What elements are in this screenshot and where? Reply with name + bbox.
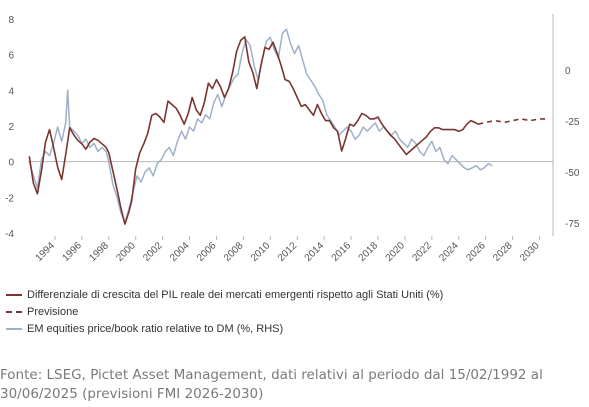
right-tick-label: -50 xyxy=(565,168,580,179)
left-tick-label: -4 xyxy=(5,229,14,240)
x-tick-label: 2002 xyxy=(141,240,165,264)
left-tick-label: 8 xyxy=(8,15,14,26)
series-layer xyxy=(28,28,547,225)
legend-label: Differenziale di crescita del PIL reale … xyxy=(27,288,444,301)
source-note: Fonte: LSEG, Pictet Asset Management, da… xyxy=(0,367,543,402)
left-tick-label: 0 xyxy=(8,158,14,169)
legend-label: Previsione xyxy=(27,305,79,318)
left-tick-label: 6 xyxy=(8,51,14,62)
x-tick-label: 2014 xyxy=(303,240,327,264)
legend-swatch-solid-red xyxy=(6,293,22,296)
x-tick-label: 1996 xyxy=(60,240,84,264)
x-tick-label: 2012 xyxy=(276,240,300,264)
legend: Differenziale di crescita del PIL reale … xyxy=(6,286,586,337)
legend-swatch-dashed-red xyxy=(6,310,22,313)
legend-item-gdp-differential: Differenziale di crescita del PIL reale … xyxy=(6,286,586,303)
series-line-gdp-differential xyxy=(28,35,479,225)
legend-label: EM equities price/book ratio relative to… xyxy=(27,322,284,335)
x-axis-tick-labels: 1994 1996 1998 2000 2002 2004 2006 2008 2010 2012… xyxy=(34,236,542,264)
left-axis-tick-labels: 8 6 4 2 0 -2 -4 xyxy=(5,15,14,240)
legend-swatch-solid-blue xyxy=(6,327,22,330)
x-tick-label: 2018 xyxy=(357,240,381,264)
series-line-forecast xyxy=(478,118,547,125)
right-tick-label: -25 xyxy=(565,117,580,128)
x-tick-label: 2026 xyxy=(464,240,488,264)
x-tick-label: 2030 xyxy=(518,240,542,264)
x-tick-label: 2010 xyxy=(249,240,273,264)
x-tick-label: 2024 xyxy=(437,240,461,264)
series-line-em-price-book xyxy=(28,28,493,224)
x-tick-label: 2016 xyxy=(330,240,354,264)
legend-item-em-price-book: EM equities price/book ratio relative to… xyxy=(6,320,586,337)
right-tick-label: -75 xyxy=(565,219,580,230)
x-tick-label: 2020 xyxy=(384,240,408,264)
x-tick-label: 2000 xyxy=(114,240,138,264)
legend-item-forecast: Previsione xyxy=(6,303,586,320)
left-tick-label: 2 xyxy=(8,122,14,133)
x-tick-label: 2028 xyxy=(491,240,515,264)
x-tick-label: 2008 xyxy=(222,240,246,264)
right-axis-tick-labels: 0 -25 -50 -75 xyxy=(565,66,580,230)
x-tick-label: 2006 xyxy=(195,240,219,264)
right-tick-label: 0 xyxy=(565,66,571,77)
left-tick-label: -2 xyxy=(5,193,14,204)
x-tick-label: 2004 xyxy=(168,240,192,264)
x-tick-label: 1998 xyxy=(87,240,111,264)
x-tick-label: 1994 xyxy=(34,240,58,264)
left-tick-label: 4 xyxy=(8,86,14,97)
x-tick-label: 2022 xyxy=(410,240,434,264)
